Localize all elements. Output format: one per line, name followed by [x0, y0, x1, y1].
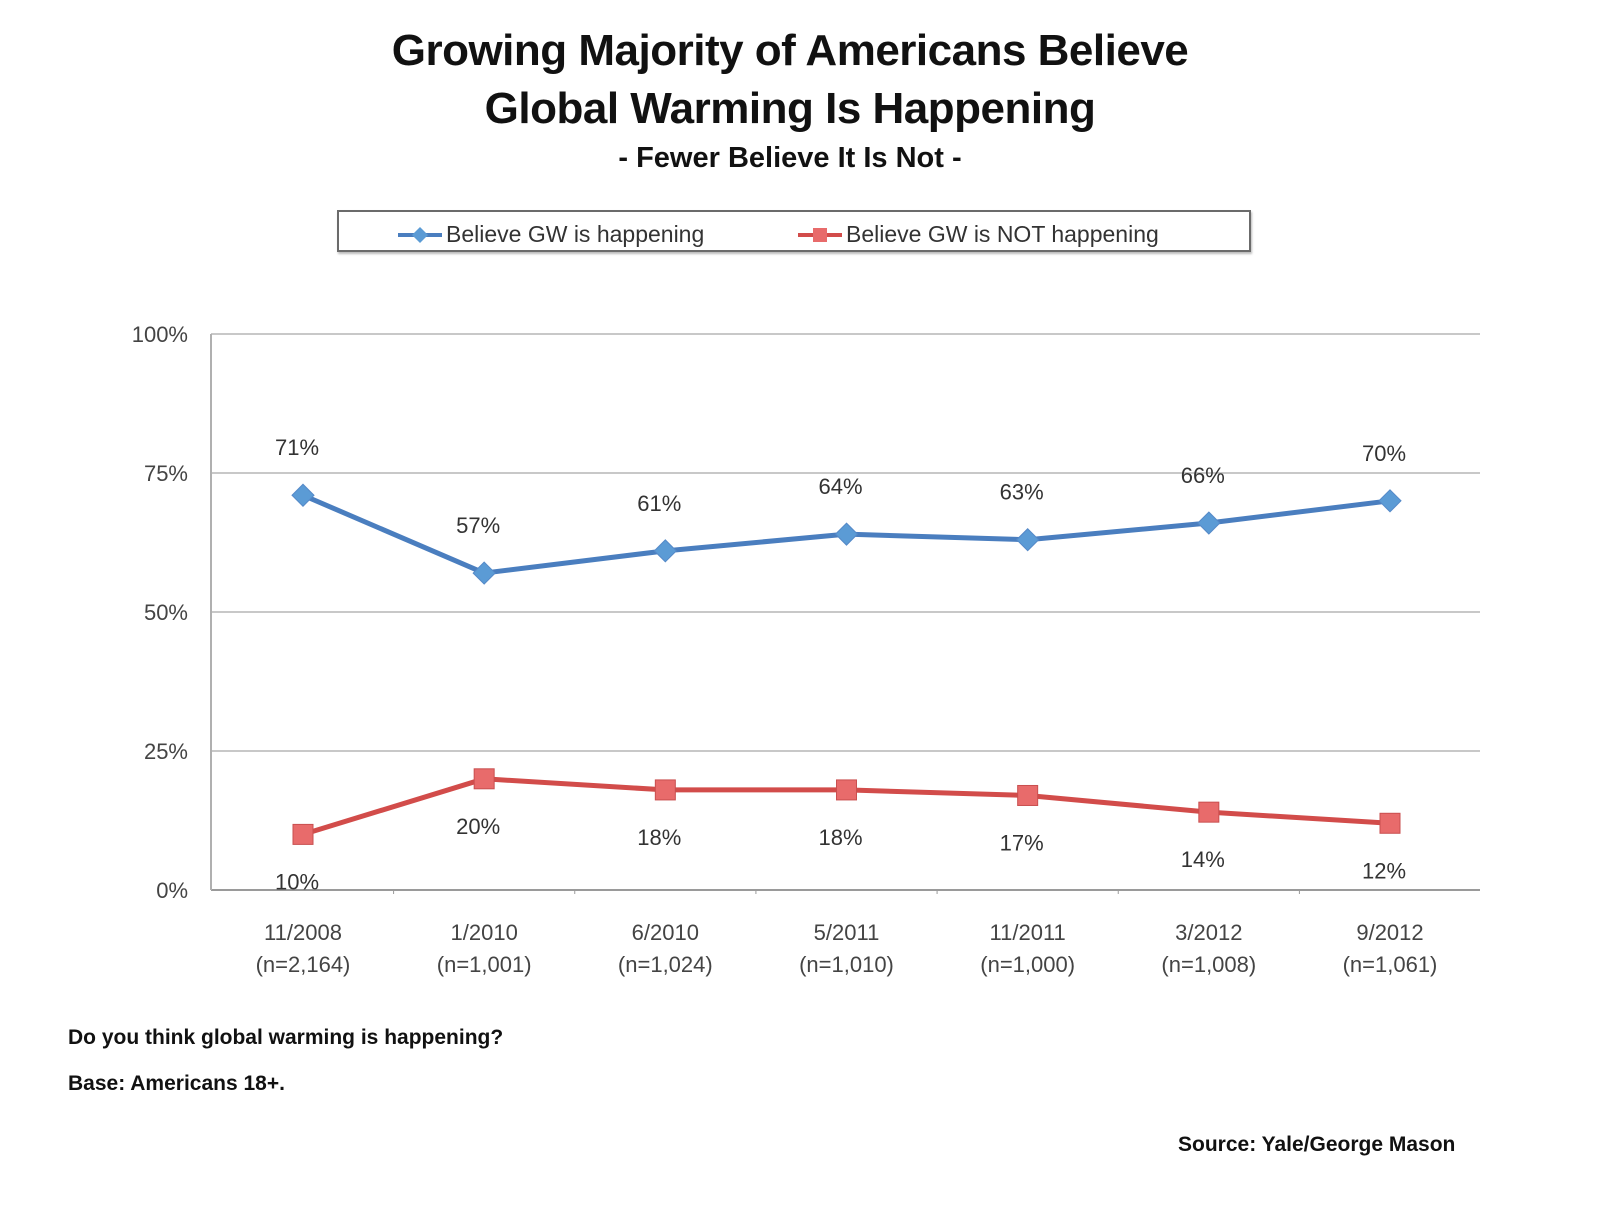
- data-point-diamond: [653, 539, 678, 563]
- data-label: 61%: [637, 491, 681, 516]
- data-label: 66%: [1181, 463, 1225, 488]
- survey-base: Base: Americans 18+.: [68, 1072, 285, 1095]
- x-tick-label: 5/2011: [814, 920, 880, 945]
- x-tick-sample-size: (n=1,001): [437, 952, 532, 977]
- data-point-square: [836, 779, 857, 801]
- data-point-diamond: [1197, 511, 1221, 535]
- data-label: 10%: [275, 869, 319, 894]
- x-tick-label: 3/2012: [1175, 920, 1242, 945]
- data-label: 12%: [1362, 858, 1406, 883]
- y-tick-label: 75%: [144, 461, 188, 486]
- x-tick-sample-size: (n=1,000): [980, 952, 1075, 977]
- data-label: 20%: [456, 814, 500, 839]
- survey-question: Do you think global warming is happening…: [68, 1026, 504, 1049]
- x-tick-label: 11/2011: [990, 920, 1066, 945]
- x-tick-sample-size: (n=1,024): [618, 952, 713, 977]
- data-label: 17%: [1000, 830, 1044, 855]
- data-point-square: [1017, 784, 1039, 806]
- data-label: 18%: [818, 825, 862, 850]
- chart-title-line-2: Global Warming Is Happening: [484, 84, 1096, 133]
- data-label: 63%: [1000, 480, 1044, 505]
- data-label: 14%: [1181, 847, 1225, 872]
- data-point-square: [473, 768, 495, 790]
- data-point-diamond: [291, 483, 315, 507]
- chart-subtitle: - Fewer Believe It Is Not -: [618, 142, 962, 174]
- legend-diamond-marker-icon: [398, 226, 442, 243]
- data-point-diamond: [834, 522, 859, 546]
- y-tick-label: 25%: [144, 739, 188, 764]
- data-label: 57%: [456, 513, 500, 538]
- data-point-square: [1379, 812, 1401, 834]
- legend-label-happening: Believe GW is happening: [446, 221, 705, 247]
- legend-square-marker-icon: [798, 227, 842, 242]
- data-point-diamond: [1378, 489, 1402, 513]
- x-tick-sample-size: (n=1,010): [799, 952, 894, 977]
- data-label: 18%: [637, 825, 681, 850]
- legend-item-happening: Believe GW is happening: [396, 221, 704, 248]
- legend-item-not-happening: Believe GW is NOT happening: [796, 221, 1159, 248]
- x-tick-label: 1/2010: [451, 920, 518, 945]
- legend-label-not-happening: Believe GW is NOT happening: [846, 221, 1159, 247]
- x-tick-sample-size: (n=1,008): [1161, 952, 1256, 977]
- x-tick-label: 6/2010: [632, 920, 699, 945]
- y-tick-label: 50%: [144, 600, 188, 625]
- source-credit: Source: Yale/George Mason: [1178, 1133, 1456, 1156]
- chart-title-line-1: Growing Majority of Americans Believe: [391, 26, 1189, 75]
- x-tick-label: 9/2012: [1356, 920, 1423, 945]
- x-tick-sample-size: (n=2,164): [256, 952, 351, 977]
- data-label: 64%: [818, 474, 862, 499]
- data-label: 70%: [1362, 441, 1406, 466]
- data-label: 71%: [275, 435, 319, 460]
- data-point-square: [654, 779, 676, 801]
- y-tick-label: 0%: [156, 878, 188, 903]
- x-tick-label: 11/2008: [264, 920, 342, 945]
- x-tick-sample-size: (n=1,061): [1343, 952, 1438, 977]
- legend: Believe GW is happening Believe GW is NO…: [337, 210, 1251, 252]
- data-point-square: [292, 823, 314, 845]
- y-tick-label: 100%: [132, 322, 188, 347]
- data-point-diamond: [1015, 528, 1040, 552]
- data-point-diamond: [472, 561, 496, 585]
- data-point-square: [1198, 801, 1220, 823]
